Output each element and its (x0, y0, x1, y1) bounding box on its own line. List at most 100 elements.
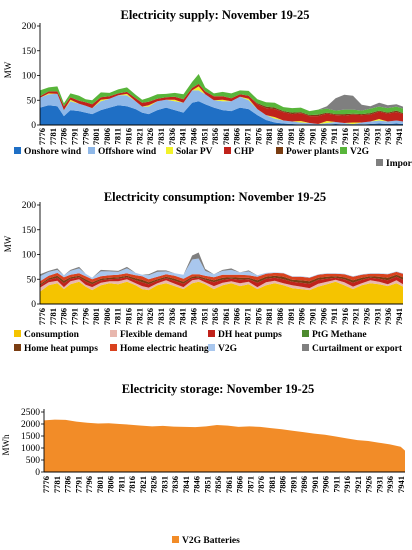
legend-swatch (88, 147, 95, 154)
series-import-area (40, 74, 403, 112)
x-tick-label: 7831 (156, 308, 166, 325)
legend-label: PtG Methane (312, 330, 367, 340)
x-tick-label: 7926 (362, 308, 372, 325)
x-tick-label: 7816 (124, 308, 134, 325)
x-tick-label: 7911 (329, 128, 339, 145)
x-tick-label: 7841 (181, 476, 191, 493)
x-tick-label: 7826 (145, 128, 155, 145)
x-tick-label: 7881 (264, 128, 274, 145)
y-tick-label: 500 (26, 456, 41, 466)
legend-swatch (276, 147, 283, 154)
x-tick-label: 7901 (307, 308, 317, 325)
x-tick-label: 7886 (278, 476, 288, 493)
storage-chart: Electricity storage: November 19-25 MWh … (1, 382, 406, 546)
x-tick-label: 7791 (73, 476, 83, 493)
legend-item: Power plants (276, 147, 339, 157)
x-tick-label: 7786 (59, 128, 69, 145)
x-tick-label: 7836 (167, 308, 177, 325)
y-tick-label: 1000 (21, 444, 40, 454)
x-tick-label: 7776 (37, 128, 47, 145)
x-tick-label: 7781 (48, 128, 58, 145)
legend-label: Consumption (24, 330, 80, 340)
legend-label: Onshore wind (24, 147, 82, 157)
x-tick-label: 7881 (267, 476, 277, 493)
legend-item: V2G Batteries (172, 536, 240, 546)
x-tick-label: 7921 (351, 128, 361, 145)
supply-legend: Onshore wind Offshore wind Solar PV CHP Powe… (14, 147, 412, 169)
legend-swatch (302, 344, 309, 351)
x-tick-label: 7871 (245, 476, 255, 493)
x-tick-label: 7846 (188, 128, 198, 145)
x-tick-label: 7811 (113, 128, 123, 145)
x-tick-label: 7896 (297, 128, 307, 145)
y-tick-label: 2000 (21, 420, 40, 430)
y-tick-label: 200 (22, 201, 37, 211)
x-tick-label: 7836 (170, 476, 180, 493)
x-tick-label: 7776 (37, 308, 47, 325)
legend-item: Home heat pumps (14, 344, 98, 354)
x-tick-label: 7871 (243, 128, 253, 145)
consumption-y-axis-label: MW (3, 235, 13, 252)
supply-y-axis-label: MW (3, 61, 13, 78)
x-tick-label: 7856 (210, 308, 220, 325)
x-tick-label: 7921 (351, 308, 361, 325)
legend-swatch (208, 344, 215, 351)
x-tick-label: 7906 (318, 308, 328, 325)
x-tick-label: 7821 (134, 128, 144, 145)
legend-item: Onshore wind (14, 147, 82, 157)
x-tick-label: 7841 (178, 128, 188, 145)
x-tick-label: 7876 (253, 128, 263, 145)
series-home-heat-pumps-area (40, 274, 403, 286)
legend-item: Curtailment or export (302, 344, 403, 354)
x-tick-label: 7821 (138, 476, 148, 493)
legend-item: Home electric heating (110, 344, 209, 354)
x-tick-label: 7801 (95, 476, 105, 493)
legend-swatch (110, 344, 117, 351)
y-tick-label: 0 (35, 468, 40, 478)
legend-swatch (172, 536, 179, 543)
x-tick-label: 7796 (80, 128, 90, 145)
legend-label: Curtailment or export (312, 344, 403, 354)
x-tick-label: 7806 (106, 476, 116, 493)
x-tick-label: 7846 (188, 308, 198, 325)
y-tick-label: 50 (27, 96, 37, 106)
x-tick-label: 7931 (372, 128, 382, 145)
legend-swatch (166, 147, 173, 154)
x-tick-label: 7886 (275, 128, 285, 145)
x-tick-label: 7836 (167, 128, 177, 145)
x-tick-label: 7791 (69, 128, 79, 145)
x-tick-label: 7786 (59, 308, 69, 325)
x-tick-label: 7811 (116, 476, 126, 493)
legend-item: Solar PV (166, 147, 213, 157)
legend-swatch (14, 344, 21, 351)
legend-swatch (340, 147, 347, 154)
x-tick-label: 7861 (224, 476, 234, 493)
legend-item: DH heat pumps (208, 330, 282, 340)
x-tick-label: 7936 (383, 308, 393, 325)
x-tick-label: 7871 (243, 308, 253, 325)
legend-label: Flexible demand (120, 330, 188, 340)
legend-item: V2G (340, 147, 370, 157)
x-tick-label: 7816 (127, 476, 137, 493)
x-tick-label: 7891 (286, 308, 296, 325)
x-tick-label: 7886 (275, 308, 285, 325)
x-tick-label: 7921 (353, 476, 363, 493)
legend-label: Power plants (286, 147, 339, 157)
legend-item: Import (376, 159, 412, 169)
y-tick-label: 0 (31, 121, 36, 131)
legend-swatch (14, 330, 21, 337)
x-tick-label: 7776 (41, 476, 51, 493)
legend-swatch (110, 330, 117, 337)
y-tick-label: 2500 (21, 408, 40, 418)
x-tick-label: 7856 (210, 128, 220, 145)
series-v2g-batteries-area (44, 419, 405, 472)
x-tick-label: 7936 (385, 476, 395, 493)
storage-chart-title: Electricity storage: November 19-25 (122, 382, 314, 396)
x-tick-label: 7896 (299, 476, 309, 493)
y-tick-label: 200 (22, 22, 37, 32)
x-tick-label: 7876 (256, 476, 266, 493)
legend-label: V2G (218, 344, 238, 354)
x-tick-label: 7781 (48, 308, 58, 325)
legend-swatch (376, 159, 383, 166)
series-home-electric-heating-area (40, 271, 403, 285)
